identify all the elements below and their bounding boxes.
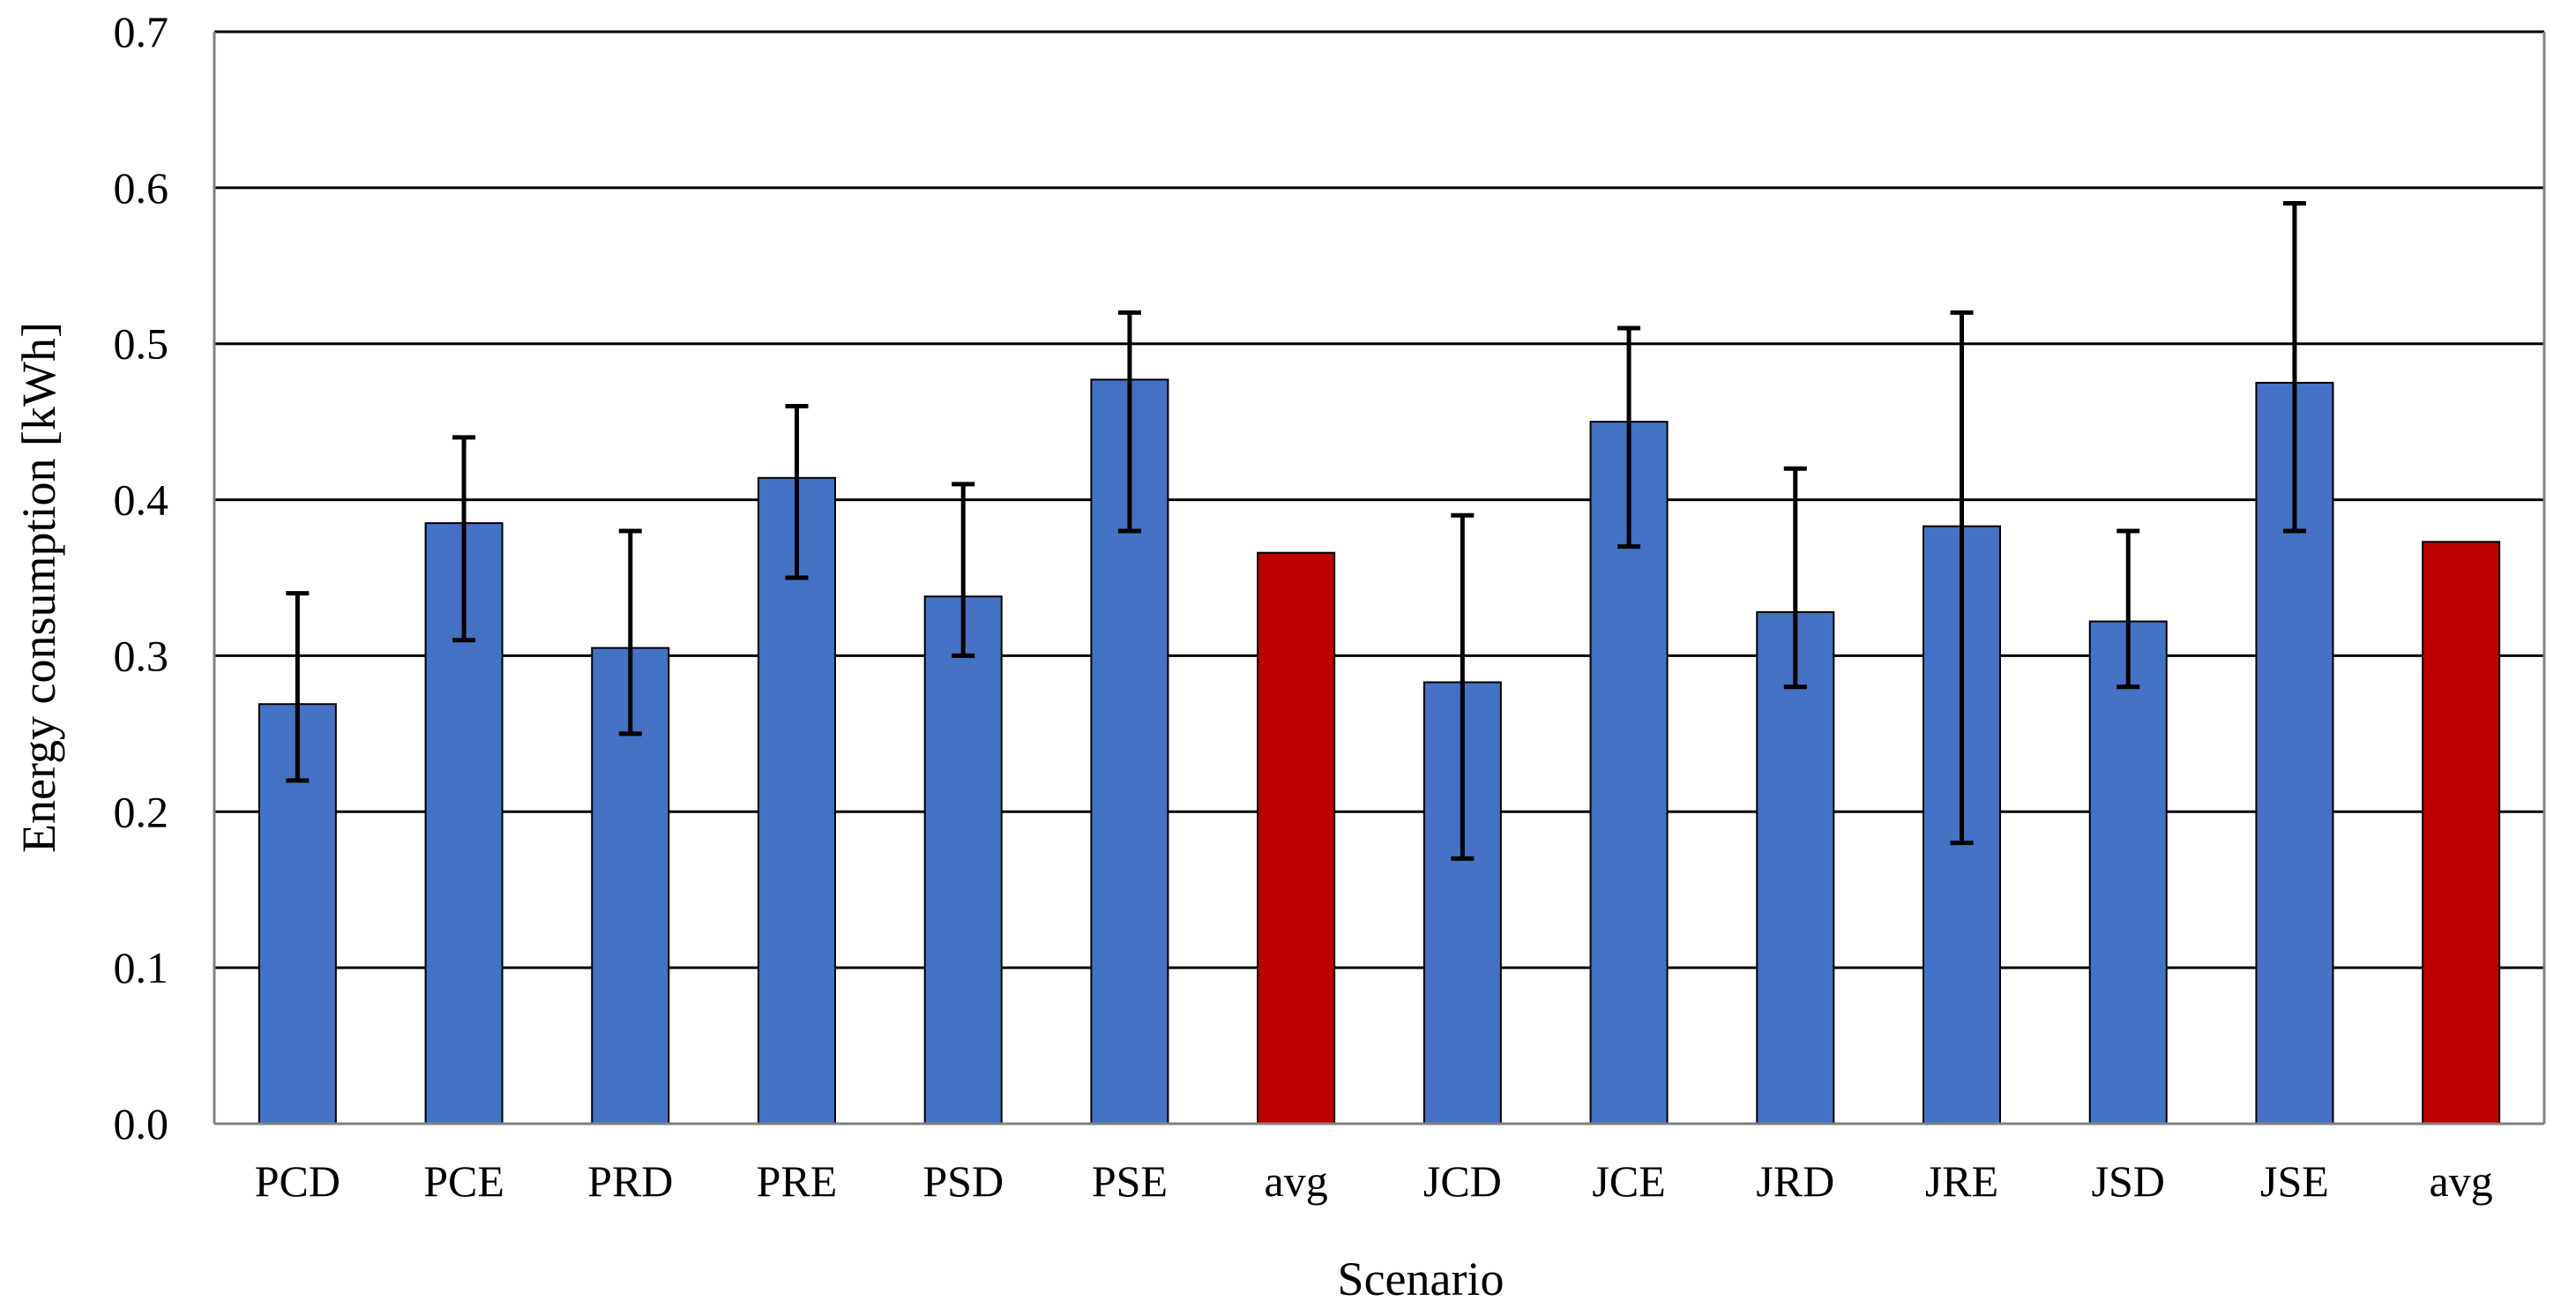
- axes: [213, 32, 2546, 1125]
- x-tick-label: avg: [2430, 1156, 2493, 1206]
- x-tick-label: JRE: [1925, 1156, 1998, 1206]
- y-tick-labels: 0.0 0.1 0.2 0.3 0.4 0.5 0.6 0.7: [114, 7, 169, 1148]
- bar-psd: [923, 595, 1003, 1125]
- bar-jsd: [2088, 620, 2168, 1125]
- x-tick-label: JSD: [2092, 1156, 2165, 1206]
- error-bar-jrd: [1783, 466, 1807, 690]
- x-tick-label: avg: [1265, 1156, 1328, 1206]
- error-bar-jse: [2282, 201, 2306, 534]
- x-axis-title: Scenario: [1338, 1252, 1505, 1305]
- y-tick-label: 0.4: [114, 475, 169, 525]
- bar-jce: [1589, 421, 1669, 1125]
- x-tick-label: JCE: [1592, 1156, 1665, 1206]
- error-bar-jce: [1617, 325, 1641, 550]
- error-bar-jcd: [1451, 512, 1475, 861]
- error-bar-pce: [452, 435, 476, 643]
- x-tick-label: PRE: [757, 1156, 838, 1206]
- bar-jrd: [1756, 610, 1835, 1125]
- bar-avg-6: [1257, 551, 1336, 1125]
- error-bar-prd: [618, 528, 642, 737]
- error-bars: [286, 201, 2306, 861]
- error-bar-pcd: [286, 591, 310, 783]
- x-tick-label: PSE: [1092, 1156, 1168, 1206]
- error-bar-jre: [1950, 310, 1974, 846]
- y-tick-label: 0.0: [114, 1099, 169, 1148]
- x-tick-label: JSE: [2260, 1156, 2329, 1206]
- y-axis-title: Energy consumption [kWh]: [12, 322, 65, 853]
- grid-lines: [214, 30, 2544, 969]
- x-tick-labels: PCD PCE PRD PRE PSD PSE avg JCD JCE JRD JRE JSD JSE a…: [255, 1156, 2493, 1206]
- x-tick-label: PSD: [922, 1156, 1004, 1206]
- x-tick-label: JRD: [1756, 1156, 1834, 1206]
- error-bar-pre: [785, 403, 809, 580]
- x-tick-label: PCD: [255, 1156, 340, 1206]
- y-tick-label: 0.5: [114, 319, 169, 369]
- y-tick-label: 0.6: [114, 163, 169, 213]
- x-tick-label: PCE: [423, 1156, 504, 1206]
- x-tick-label: PRD: [587, 1156, 673, 1206]
- bar-pre: [758, 476, 836, 1125]
- x-tick-label: JCD: [1423, 1156, 1502, 1206]
- error-bar-pse: [1117, 310, 1141, 534]
- bars: [258, 378, 2501, 1125]
- error-bar-jsd: [2117, 528, 2140, 690]
- y-tick-label: 0.1: [114, 943, 169, 992]
- error-bar-psd: [952, 482, 975, 658]
- y-tick-label: 0.2: [114, 787, 169, 836]
- y-tick-label: 0.3: [114, 631, 169, 680]
- bar-avg-13: [2422, 541, 2501, 1125]
- y-tick-label: 0.7: [114, 7, 169, 56]
